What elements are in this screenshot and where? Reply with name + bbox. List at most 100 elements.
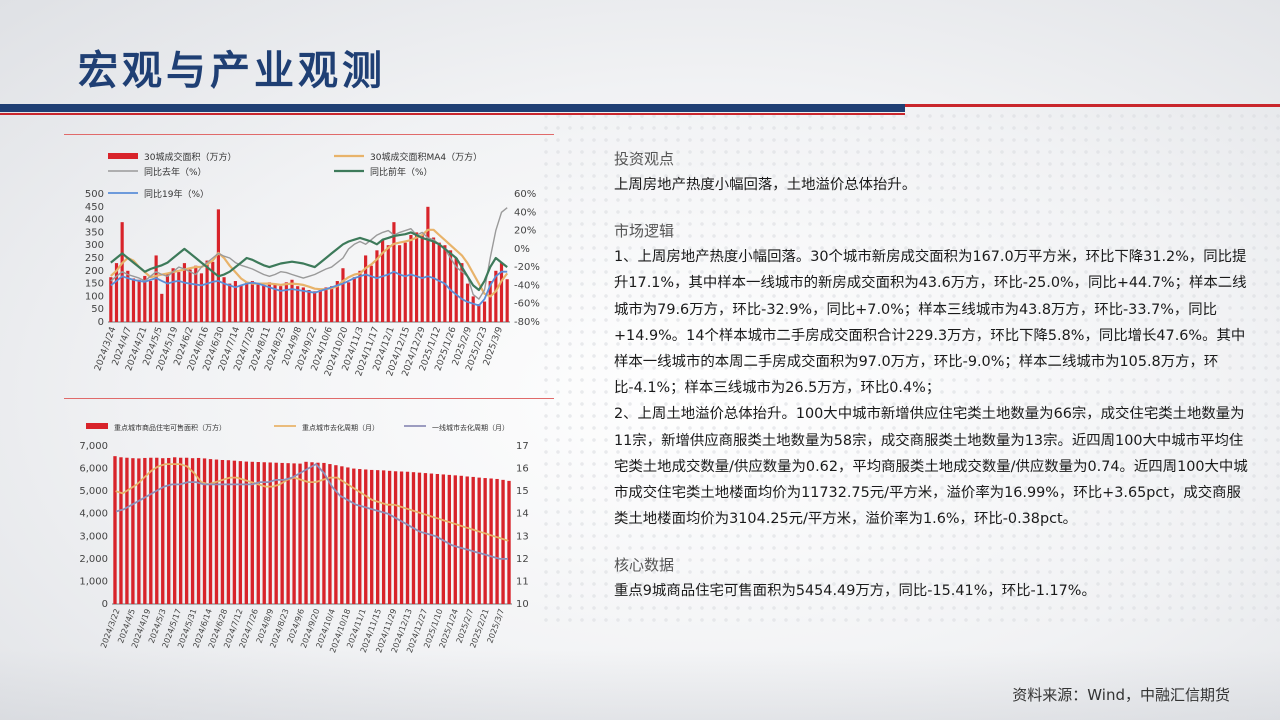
- bar: [143, 457, 147, 604]
- bar: [273, 283, 277, 322]
- series-line: [115, 463, 508, 560]
- bar: [393, 471, 398, 604]
- bar: [304, 461, 308, 604]
- bar: [148, 281, 153, 322]
- bar: [114, 263, 119, 322]
- bar: [352, 468, 356, 604]
- y-tick-right: 14: [516, 509, 529, 520]
- bar: [507, 480, 511, 604]
- bar: [482, 301, 487, 322]
- y-tick-right: -80%: [514, 317, 540, 328]
- bar: [399, 471, 404, 604]
- y-tick-right: 12: [516, 554, 529, 565]
- bar: [284, 282, 288, 322]
- bar: [358, 469, 362, 604]
- bar: [376, 470, 380, 604]
- bar: [316, 462, 320, 604]
- y-tick-right: 60%: [514, 189, 536, 200]
- bar: [335, 281, 339, 322]
- bar: [205, 260, 209, 322]
- bar: [211, 261, 215, 322]
- bar: [143, 275, 147, 322]
- legend-swatch: [86, 423, 108, 429]
- y-tick-left: 0: [98, 317, 104, 328]
- chart-new-home-sales: 30城成交面积（万方） 30城成交面积MA4（万方） 同比去年（%） 同比前年（%） 同…: [85, 151, 540, 378]
- bar: [165, 273, 170, 322]
- legend-label: 30城成交面积MA4（万方）: [370, 151, 482, 163]
- bar: [190, 458, 195, 604]
- series-line: [110, 231, 508, 292]
- y-tick-left: 1,000: [79, 576, 108, 587]
- bar: [154, 255, 158, 322]
- bar: [267, 282, 271, 322]
- bar: [109, 277, 113, 322]
- bar: [182, 263, 187, 322]
- bar: [307, 290, 311, 322]
- heading-investment-view: 投资观点: [614, 150, 675, 168]
- bar: [318, 288, 322, 322]
- bar: [194, 265, 198, 322]
- bar: [495, 478, 499, 604]
- bar: [426, 206, 430, 322]
- bar: [131, 278, 136, 322]
- y-tick-right: 11: [516, 576, 529, 587]
- y-tick-left: 450: [85, 202, 104, 213]
- bar: [244, 461, 248, 604]
- chart1-top-rule: [64, 134, 554, 135]
- bar: [398, 245, 402, 322]
- bar: [375, 250, 379, 322]
- bar: [232, 460, 237, 604]
- bar: [364, 469, 368, 604]
- bar: [471, 296, 475, 322]
- bar: [228, 283, 232, 322]
- legend-label: 同比前年（%）: [370, 166, 433, 178]
- bar: [149, 457, 153, 604]
- bar: [310, 462, 314, 604]
- bar: [411, 472, 416, 604]
- bar: [220, 459, 225, 604]
- y-tick-right: 17: [516, 441, 529, 452]
- bar: [346, 467, 350, 604]
- bar: [477, 477, 481, 604]
- bar: [280, 462, 284, 604]
- bar: [279, 286, 283, 322]
- legend-label: 同比去年（%）: [144, 166, 207, 178]
- bar: [250, 461, 254, 604]
- bar: [233, 281, 237, 322]
- bar: [298, 463, 302, 604]
- bar: [161, 458, 165, 604]
- bar: [256, 283, 260, 322]
- series-line: [110, 270, 508, 307]
- chart-inventory: 重点城市商品住宅可售面积（万方） 重点城市去化周期（月） 一线城市去化周期（月） 0 1…: [79, 423, 529, 654]
- bar: [171, 268, 175, 322]
- bar: [188, 269, 192, 322]
- bar: [387, 470, 392, 604]
- bar: [369, 265, 373, 322]
- bar: [409, 234, 413, 322]
- bar: [459, 475, 463, 604]
- bar: [301, 287, 305, 322]
- bar: [202, 458, 207, 604]
- y-tick-left: 300: [85, 240, 104, 251]
- bar: [196, 457, 201, 604]
- text-market-logic-1: 1、上周房地产热度小幅回落。30个城市新房成交面积为167.0万平方米，环比下降…: [614, 249, 1247, 397]
- bar: [268, 462, 272, 604]
- bar: [405, 471, 410, 604]
- y-tick-right: 10: [516, 599, 529, 610]
- y-tick-left: 500: [85, 189, 104, 200]
- bar: [125, 457, 129, 604]
- y-tick-left: 5,000: [79, 486, 108, 497]
- bar: [489, 478, 493, 604]
- commentary-panel: 投资观点 上周房地产热度小幅回落，土地溢价总体抬升。 市场逻辑 1、上周房地产热…: [614, 146, 1254, 605]
- legend-swatch: [108, 153, 138, 159]
- bar: [477, 304, 481, 322]
- y-tick-left: 100: [85, 291, 104, 302]
- bar: [292, 463, 296, 604]
- chart2-top-rule: [64, 398, 554, 399]
- bar: [216, 209, 220, 322]
- bar: [286, 463, 290, 604]
- y-tick-right: 0%: [514, 244, 530, 255]
- bar: [381, 240, 385, 322]
- bar: [453, 475, 457, 604]
- bar: [208, 459, 213, 604]
